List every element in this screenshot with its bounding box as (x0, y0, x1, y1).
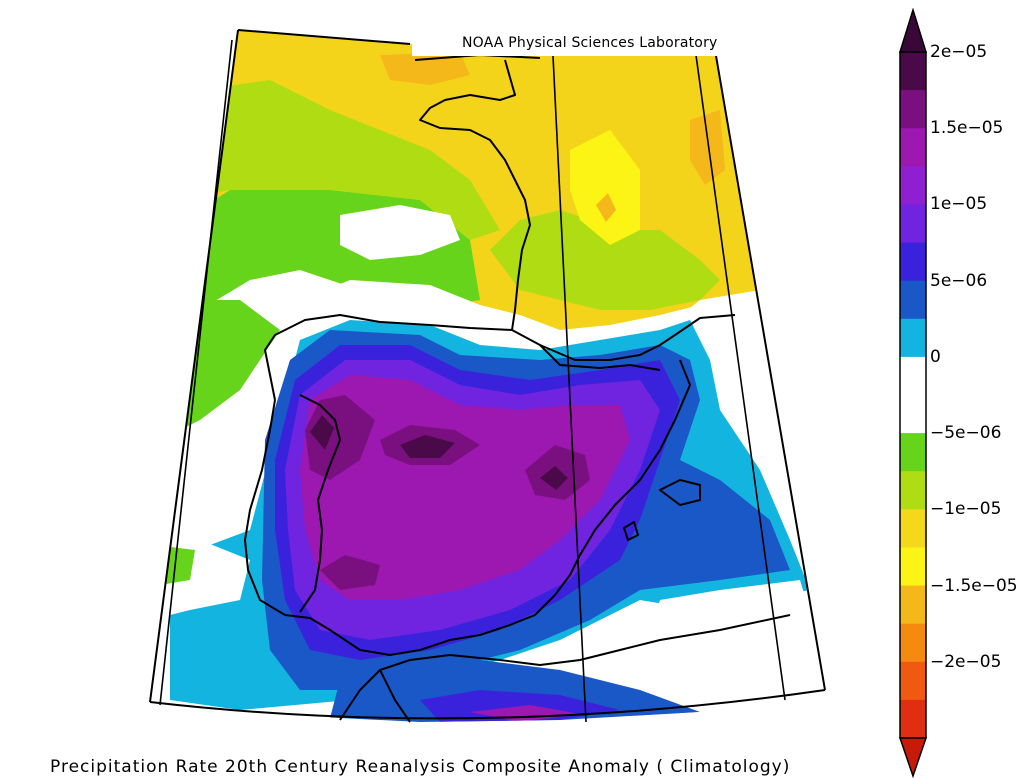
coast-spain-east (534, 359, 691, 616)
border-morocco-algeria (379, 669, 411, 723)
field-magenta-south (320, 555, 380, 590)
meridian-line-1 (159, 39, 233, 706)
colorbar-segment (900, 395, 926, 434)
colorbar-tick-label: 0 (930, 346, 941, 367)
colorbar-segment (900, 242, 926, 282)
coast-north-africa (339, 614, 791, 721)
colorbar-segment (900, 509, 926, 548)
colorbar-segment (900, 280, 926, 320)
coastlines (244, 54, 791, 723)
colorbar-segment (900, 471, 926, 510)
precipitation-anomaly-map (149, 29, 826, 723)
anomaly-field (150, 30, 825, 722)
colorbar (898, 8, 928, 778)
field-orange-far-east (690, 110, 725, 185)
colorbar-tick-label: −1e−05 (930, 499, 1002, 520)
figure-caption: Precipitation Rate 20th Century Reanalys… (50, 757, 791, 777)
field-zero-pocket-southeast (650, 580, 815, 640)
coast-france-south (511, 314, 736, 361)
colorbar-bottom-arrow (898, 737, 928, 778)
colorbar-segment (900, 661, 926, 701)
colorbar-tick-label: −2e−05 (930, 651, 1002, 672)
colorbar-segment (900, 166, 926, 205)
colorbar-segment (900, 356, 926, 396)
colorbar-tick-label: 5e−06 (930, 270, 988, 291)
meridian-line-3 (694, 47, 786, 701)
colorbar-segment (900, 90, 926, 129)
coast-iberia-north (264, 314, 513, 401)
credit-label: NOAA Physical Sciences Laboratory (412, 30, 784, 56)
colorbar-segment (900, 585, 926, 625)
map-boundary (149, 29, 826, 703)
colorbar-segment (900, 699, 926, 739)
border-spain-france (539, 344, 661, 371)
coast-france-west (419, 59, 531, 331)
field-dark-core-west (310, 415, 334, 450)
coast-mallorca (659, 479, 701, 506)
field-lightyellow-east (570, 130, 640, 245)
field-yellowgreen-band (180, 80, 500, 240)
field-zero-pocket-north (340, 205, 460, 260)
colorbar-segment (900, 318, 926, 358)
field-dark-core-center (400, 435, 455, 458)
coast-iberia-south (284, 614, 536, 656)
coast-ibiza (623, 521, 639, 541)
colorbar-tick-label: −5e−06 (930, 423, 1002, 444)
map-bottom-arc (149, 689, 826, 720)
colorbar-top-arrow (898, 8, 928, 53)
colorbar-tick-label: 2e−05 (930, 42, 988, 62)
colorbar-segment (900, 204, 926, 244)
field-purple-south (470, 705, 580, 722)
colorbar-segment (900, 623, 926, 663)
field-dark-core-east (540, 466, 568, 490)
field-purple (300, 375, 630, 600)
field-yellowgreen-east (490, 210, 720, 310)
coast-portugal-west (244, 399, 286, 616)
colorbar-segment (900, 433, 926, 472)
colorbar-segment (900, 52, 926, 91)
colorbar-segment (900, 128, 926, 167)
meridian-line-2 (552, 55, 587, 723)
field-orange-east (596, 193, 616, 222)
colorbar-tick-label: −1.5e−05 (930, 575, 1018, 596)
colorbar-tick-label: 1e−05 (930, 194, 988, 215)
border-spain-portugal (299, 394, 341, 613)
colorbar-segment (900, 547, 926, 587)
colorbar-tick-label: 1.5e−05 (930, 118, 1004, 139)
field-orange-north (380, 52, 470, 85)
